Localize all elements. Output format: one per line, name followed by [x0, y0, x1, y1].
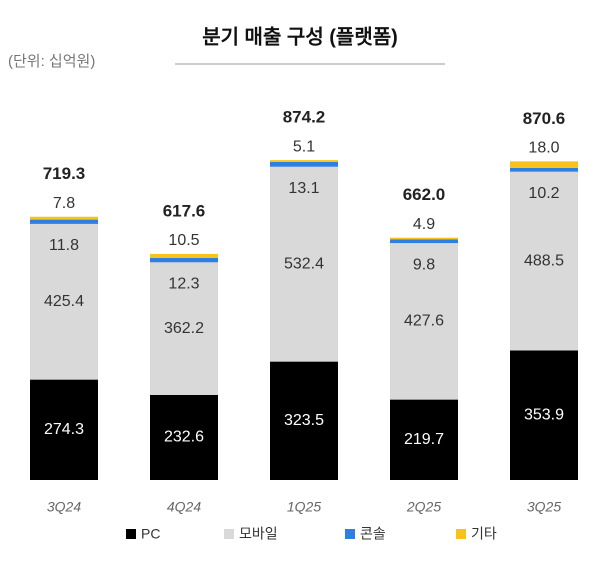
bar-segment: [270, 161, 338, 167]
total-label: 874.2: [283, 108, 326, 127]
legend-swatch: [126, 529, 136, 539]
data-label: 11.8: [49, 237, 79, 254]
bar-segment: [510, 350, 578, 480]
bar-segment: [270, 166, 338, 362]
bar-segment: [270, 160, 338, 162]
legend-swatch: [224, 529, 234, 539]
x-tick-label: 3Q24: [47, 499, 81, 515]
bar-segment: [150, 253, 218, 258]
total-label: 870.6: [523, 109, 566, 128]
data-label: 427.6: [404, 313, 444, 330]
x-tick-label: 4Q24: [167, 499, 201, 515]
data-label: 12.3: [168, 276, 199, 293]
legend-label: 기타: [471, 526, 497, 542]
bar-segment: [390, 237, 458, 240]
legend-label: PC: [141, 526, 160, 542]
unit-note: (단위: 십억원): [8, 53, 95, 70]
data-label: 13.1: [288, 180, 319, 197]
legend-label: 모바일: [239, 526, 278, 542]
data-label: 488.5: [524, 252, 564, 269]
data-label: 9.8: [413, 256, 435, 273]
bar-segment: [30, 379, 98, 480]
x-tick-label: 2Q25: [406, 499, 441, 515]
bar-segment: [390, 239, 458, 244]
data-label: 274.3: [44, 421, 84, 438]
bar-segment: [510, 167, 578, 172]
chart-title: 분기 매출 구성 (플랫폼): [202, 25, 398, 48]
bar-segment: [510, 161, 578, 168]
data-label: 7.8: [53, 195, 75, 212]
legend-label: 콘솔: [360, 526, 386, 542]
bar-segment: [510, 171, 578, 351]
data-label: 10.5: [168, 232, 199, 249]
data-label: 425.4: [44, 293, 84, 310]
total-label: 719.3: [43, 164, 86, 183]
bar-segment: [390, 243, 458, 400]
data-label: 10.2: [528, 185, 559, 202]
bar-segment: [150, 257, 218, 263]
bar-segment: [390, 399, 458, 480]
bar-segment: [150, 262, 218, 395]
bar-segment: [150, 394, 218, 480]
legend-swatch: [456, 529, 466, 539]
data-label: 532.4: [284, 255, 324, 272]
data-label: 219.7: [404, 431, 444, 448]
total-label: 662.0: [403, 185, 446, 204]
data-label: 362.2: [164, 320, 204, 337]
data-label: 4.9: [413, 216, 435, 233]
data-label: 5.1: [293, 138, 315, 155]
total-label: 617.6: [163, 201, 206, 220]
data-label: 232.6: [164, 429, 204, 446]
bar-segment: [30, 219, 98, 224]
data-label: 323.5: [284, 412, 324, 429]
x-tick-label: 1Q25: [287, 499, 321, 515]
data-label: 353.9: [524, 406, 564, 423]
bar-segment: [30, 223, 98, 380]
bar-segment: [30, 216, 98, 220]
legend-swatch: [345, 529, 355, 539]
x-tick-label: 3Q25: [527, 499, 561, 515]
data-label: 18.0: [528, 140, 559, 157]
bar-segment: [270, 361, 338, 480]
